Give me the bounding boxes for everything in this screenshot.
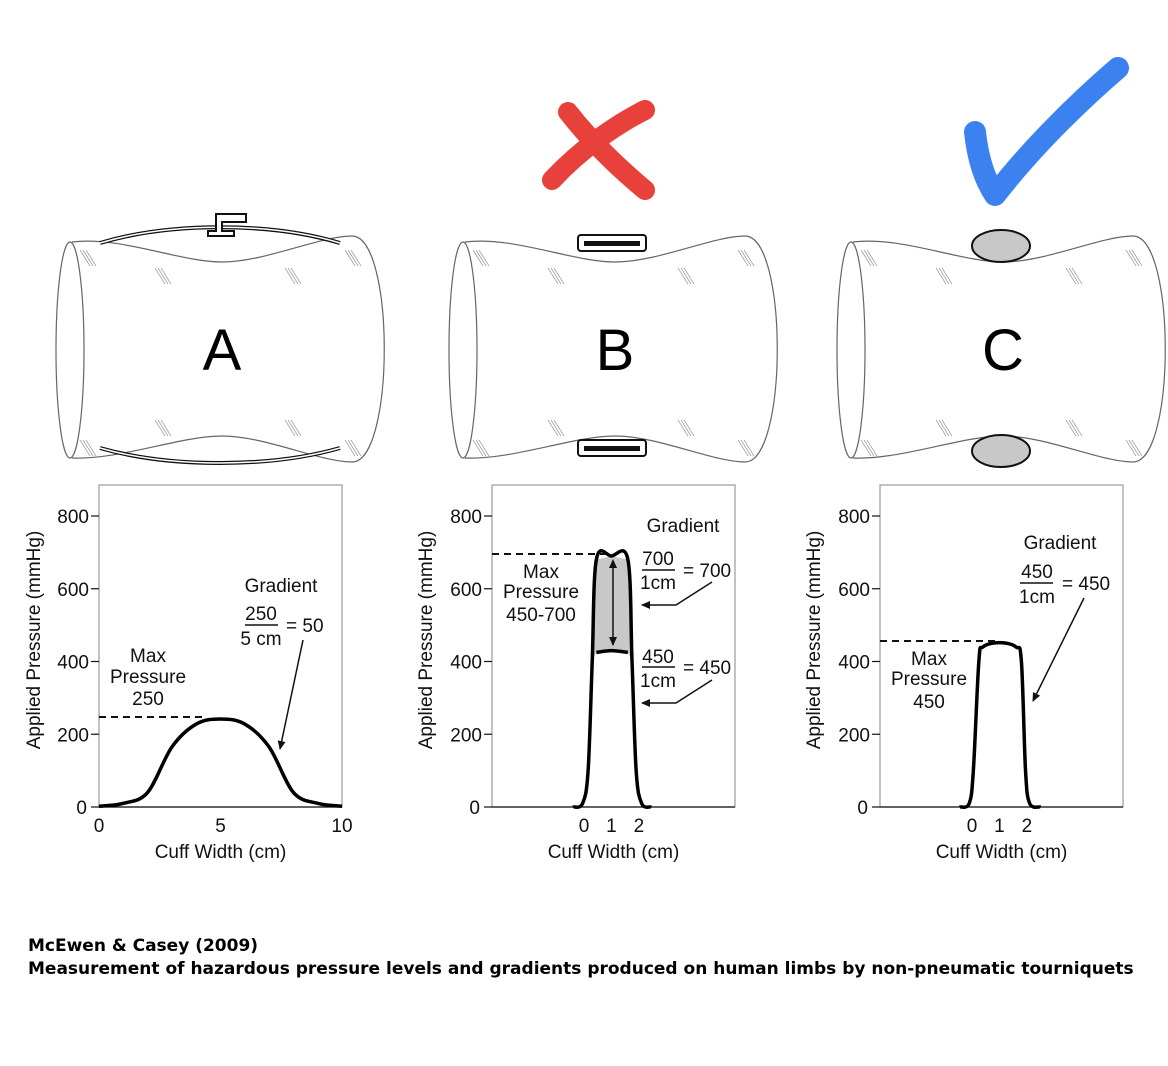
pressure-curve <box>959 640 1042 809</box>
x-tick-label: 10 <box>331 816 352 837</box>
annotations-a: Max Pressure 250 Gradient 250 5 cm = 50 <box>99 576 324 750</box>
max-label: 250 <box>132 689 164 710</box>
x-tick-label: 5 <box>215 816 226 837</box>
y-tick-label: 0 <box>469 798 480 819</box>
arrow <box>641 679 713 707</box>
arrow <box>277 639 304 750</box>
inflatable-bladder-tourniquet-c <box>971 229 1031 468</box>
caption-citation: McEwen & Casey (2009) <box>28 936 259 956</box>
y-tick-label: 600 <box>450 580 482 601</box>
gradient-numerator: 250 <box>245 604 277 625</box>
gradient-result: = 450 <box>683 658 731 679</box>
max-label: Pressure <box>891 669 967 690</box>
y-axis-label: Applied Pressure (mmHg) <box>416 531 437 750</box>
x-tick-label: 0 <box>94 816 105 837</box>
gradient-result: = 700 <box>683 561 731 582</box>
gradient-denominator: 1cm <box>1019 587 1055 608</box>
y-tick-label: 400 <box>450 653 482 674</box>
annotations-b: Max Pressure 450-700 Gradient 700 1cm = … <box>492 516 731 707</box>
y-tick-label: 0 <box>76 798 87 819</box>
x-axis-label: Cuff Width (cm) <box>936 842 1068 863</box>
limb-illustration-a <box>55 235 385 463</box>
x-tick-label: 2 <box>1022 816 1033 837</box>
gradient-numerator: 450 <box>1021 562 1053 583</box>
panel-label-c: C <box>982 318 1024 383</box>
max-label: Max <box>911 649 947 670</box>
x-tick-label: 1 <box>994 816 1005 837</box>
annotations-c: Max Pressure 450 Gradient 450 1cm = 450 <box>880 533 1110 713</box>
y-tick-label: 600 <box>57 580 89 601</box>
gradient-title: Gradient <box>1024 533 1098 554</box>
gradient-title: Gradient <box>647 516 721 537</box>
y-axis-label: Applied Pressure (mmHg) <box>24 531 45 750</box>
x-tick-label: 0 <box>579 816 590 837</box>
max-label: Max <box>523 562 559 583</box>
chart-a: 0 200 400 600 800 0 5 10 Cuff Width (cm) Applied … <box>24 484 353 863</box>
pressure-curve <box>596 648 629 655</box>
y-tick-label: 400 <box>838 653 870 674</box>
shaded-pressure-range <box>592 556 633 662</box>
y-tick-label: 800 <box>838 507 870 528</box>
y-axis-label: Applied Pressure (mmHg) <box>804 531 825 750</box>
max-label: Pressure <box>110 667 186 688</box>
strap-tourniquet-a <box>99 213 341 465</box>
gradient-denominator: 1cm <box>640 573 676 594</box>
x-axis-label: Cuff Width (cm) <box>548 842 680 863</box>
x-tick-label: 0 <box>967 816 978 837</box>
caption-title: Measurement of hazardous pressure levels… <box>28 959 1134 979</box>
x-axis-label: Cuff Width (cm) <box>155 842 287 863</box>
limb-illustration-b <box>448 235 778 463</box>
gradient-numerator: 700 <box>642 549 674 570</box>
y-tick-label: 200 <box>838 725 870 746</box>
y-tick-label: 800 <box>57 507 89 528</box>
pressure-curve <box>572 549 652 809</box>
panel-label-b: B <box>596 318 635 383</box>
max-label: Pressure <box>503 582 579 603</box>
y-tick-label: 600 <box>838 580 870 601</box>
gradient-denominator: 5 cm <box>240 629 281 650</box>
arrow <box>641 581 713 609</box>
gradient-title: Gradient <box>245 576 319 597</box>
y-tick-label: 200 <box>450 725 482 746</box>
arrow <box>1032 597 1085 702</box>
gradient-result: = 450 <box>1062 574 1110 595</box>
x-tick-label: 1 <box>606 816 617 837</box>
red-cross-icon <box>542 100 655 200</box>
gradient-result: = 50 <box>286 616 324 637</box>
blue-check-icon <box>964 57 1129 206</box>
y-tick-label: 800 <box>450 507 482 528</box>
gradient-denominator: 1cm <box>640 671 676 692</box>
y-tick-label: 200 <box>57 725 89 746</box>
x-tick-label: 2 <box>634 816 645 837</box>
pressure-curve <box>98 717 343 809</box>
narrow-band-tourniquet-b <box>577 234 647 457</box>
gradient-numerator: 450 <box>642 647 674 668</box>
panel-label-a: A <box>203 318 242 383</box>
y-tick-label: 0 <box>857 798 868 819</box>
max-label: 450-700 <box>506 605 576 626</box>
y-tick-label: 400 <box>57 653 89 674</box>
max-label: Max <box>130 646 166 667</box>
max-label: 450 <box>913 692 945 713</box>
